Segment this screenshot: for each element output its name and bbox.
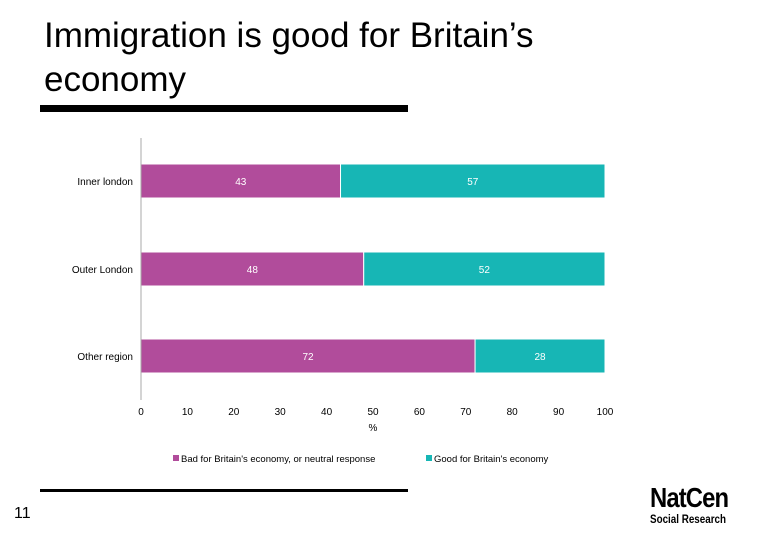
x-tick-label: 10 xyxy=(182,407,194,418)
x-tick-label: 0 xyxy=(138,407,144,418)
x-tick-label: 40 xyxy=(321,407,333,418)
x-tick-label: 100 xyxy=(597,407,614,418)
bar-segment xyxy=(140,338,476,374)
bar-data-label: 43 xyxy=(235,177,247,188)
bar-data-label: 28 xyxy=(534,352,546,363)
category-label: Outer London xyxy=(72,265,133,276)
footer-rule xyxy=(40,489,408,492)
slide-title: Immigration is good for Britain’s econom… xyxy=(44,16,534,99)
bar-data-label: 52 xyxy=(479,265,491,276)
bar-segment xyxy=(340,163,606,199)
x-tick-label: 30 xyxy=(275,407,287,418)
category-label: Other region xyxy=(77,352,133,363)
bar-segment xyxy=(140,163,342,199)
x-tick-label: 50 xyxy=(367,407,379,418)
title-underline xyxy=(40,105,408,112)
x-tick-label: 80 xyxy=(507,407,519,418)
bar-segment xyxy=(474,338,606,374)
logo-wordmark: NatCen xyxy=(650,482,729,513)
category-label: Inner london xyxy=(77,177,133,188)
legend-swatch xyxy=(426,455,432,461)
x-axis-label: % xyxy=(369,423,378,434)
logo-tagline: Social Research xyxy=(650,512,727,526)
x-tick-label: 90 xyxy=(553,407,565,418)
legend-swatch xyxy=(173,455,179,461)
x-tick-label: 70 xyxy=(460,407,472,418)
bar-data-label: 57 xyxy=(467,177,479,188)
x-tick-label: 20 xyxy=(228,407,240,418)
bar-data-label: 48 xyxy=(247,265,259,276)
page-number: 11 xyxy=(14,505,31,522)
bar-segment xyxy=(363,251,606,287)
legend-label: Good for Britain's economy xyxy=(434,454,549,465)
legend-label: Bad for Britain's economy, or neutral re… xyxy=(181,454,375,465)
natcen-logo: NatCen Social Research xyxy=(650,482,743,527)
bar-data-label: 72 xyxy=(302,352,314,363)
x-tick-label: 60 xyxy=(414,407,426,418)
